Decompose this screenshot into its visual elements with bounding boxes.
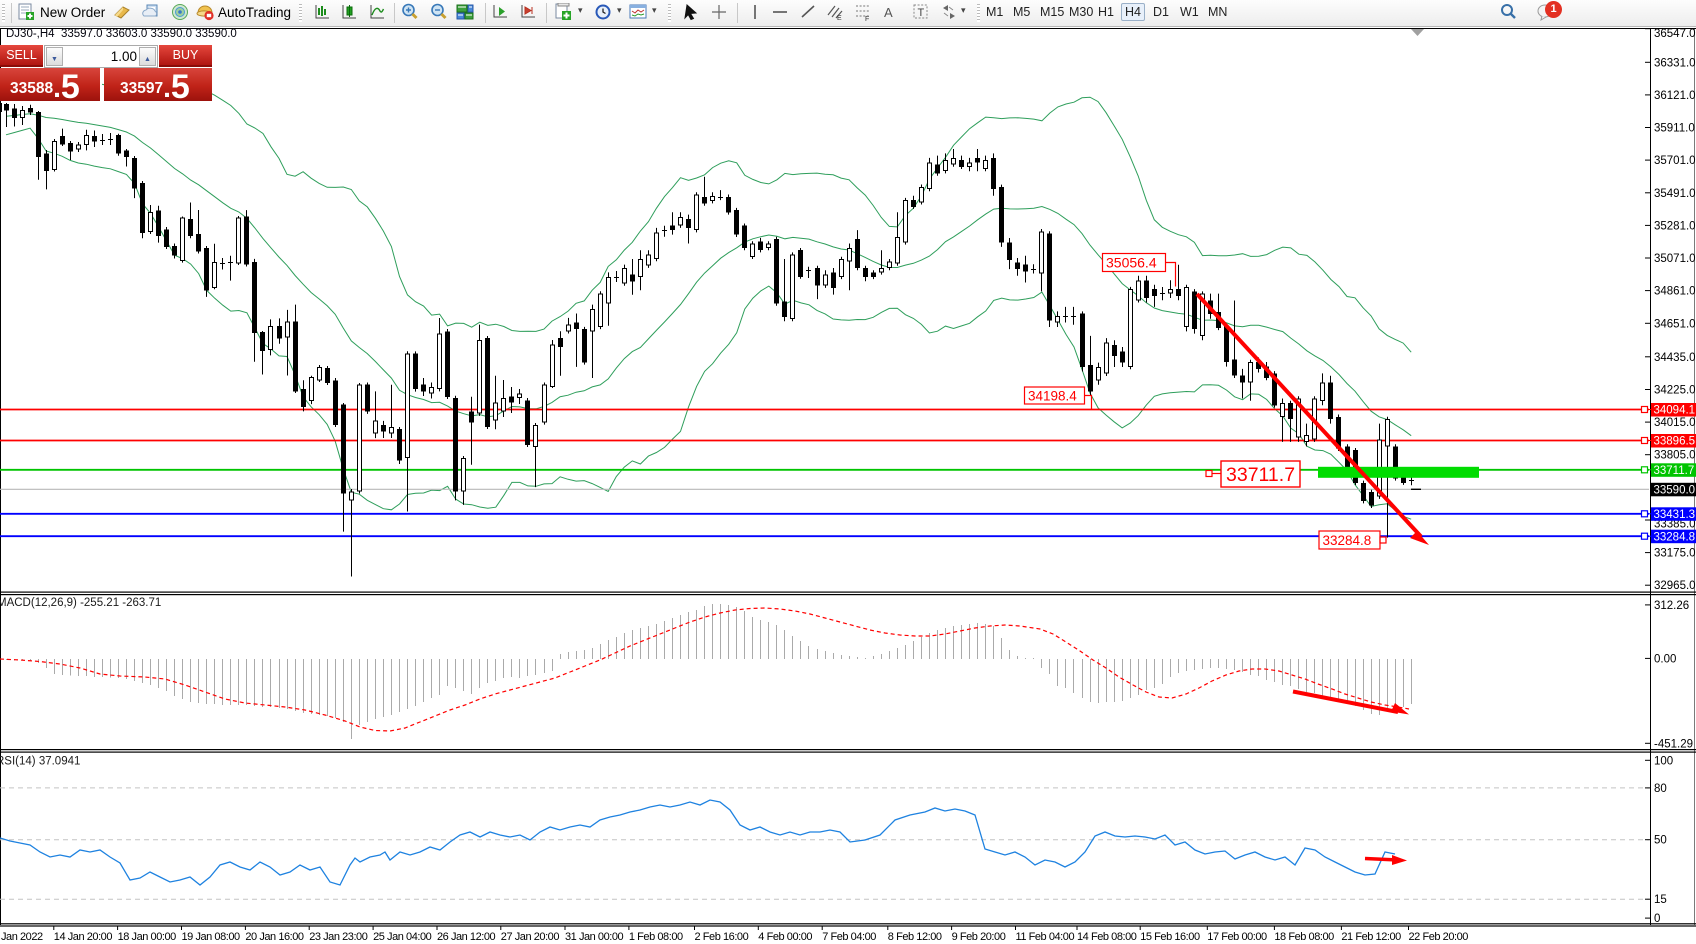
svg-text:35911.0: 35911.0	[1654, 123, 1695, 135]
svg-text:32965.0: 32965.0	[1654, 580, 1696, 592]
svg-text:-451.29: -451.29	[1654, 738, 1693, 750]
svg-text:33590.0: 33590.0	[1654, 485, 1696, 497]
svg-text:33385.0: 33385.0	[1654, 519, 1696, 531]
svg-text:20 Jan 16:00: 20 Jan 16:00	[245, 931, 304, 943]
svg-text:15: 15	[1654, 894, 1667, 906]
svg-text:35701.0: 35701.0	[1654, 155, 1696, 167]
svg-text:18 Jan 00:00: 18 Jan 00:00	[118, 931, 177, 943]
svg-text:33284.8: 33284.8	[1654, 531, 1696, 543]
svg-text:33711.7: 33711.7	[1226, 464, 1295, 486]
svg-text:80: 80	[1654, 783, 1667, 795]
svg-text:21 Feb 12:00: 21 Feb 12:00	[1341, 931, 1401, 943]
svg-text:312.26: 312.26	[1654, 600, 1689, 612]
svg-text:2 Feb 16:00: 2 Feb 16:00	[695, 931, 749, 943]
svg-text:E: E	[837, 15, 842, 22]
svg-text:15 Feb 16:00: 15 Feb 16:00	[1140, 931, 1200, 943]
svg-text:T: T	[918, 7, 925, 19]
svg-text:36547.0: 36547.0	[1654, 28, 1696, 40]
svg-text:100: 100	[1654, 755, 1673, 767]
svg-text:25 Jan 04:00: 25 Jan 04:00	[373, 931, 432, 943]
svg-text:35281.0: 35281.0	[1654, 220, 1696, 232]
svg-text:26 Jan 12:00: 26 Jan 12:00	[437, 931, 496, 943]
svg-text:36331.0: 36331.0	[1654, 57, 1696, 69]
svg-text:34225.0: 34225.0	[1654, 385, 1696, 397]
svg-text:34861.0: 34861.0	[1654, 286, 1696, 298]
svg-text:19 Jan 08:00: 19 Jan 08:00	[182, 931, 241, 943]
svg-text:34651.0: 34651.0	[1654, 318, 1696, 330]
svg-text:7 Feb 04:00: 7 Feb 04:00	[822, 931, 876, 943]
svg-text:9 Feb 20:00: 9 Feb 20:00	[952, 931, 1006, 943]
svg-text:23 Jan 23:00: 23 Jan 23:00	[309, 931, 368, 943]
svg-text:18 Feb 08:00: 18 Feb 08:00	[1274, 931, 1334, 943]
svg-text:33431.3: 33431.3	[1654, 509, 1696, 521]
svg-text:33175.0: 33175.0	[1654, 548, 1696, 560]
svg-text:35071.0: 35071.0	[1654, 253, 1696, 265]
svg-text:35056.4: 35056.4	[1106, 255, 1157, 271]
svg-text:8 Feb 12:00: 8 Feb 12:00	[888, 931, 942, 943]
svg-text:34015.0: 34015.0	[1654, 417, 1696, 429]
svg-text:RSI(14) 37.0941: RSI(14) 37.0941	[0, 756, 80, 768]
svg-text:F: F	[865, 16, 869, 22]
svg-text:14 Feb 08:00: 14 Feb 08:00	[1077, 931, 1137, 943]
svg-text:34094.1: 34094.1	[1654, 405, 1696, 417]
svg-text:33896.5: 33896.5	[1654, 436, 1696, 448]
svg-text:33284.8: 33284.8	[1323, 533, 1372, 548]
svg-text:0.00: 0.00	[1654, 653, 1676, 665]
svg-text:27 Jan 20:00: 27 Jan 20:00	[501, 931, 560, 943]
svg-text:34198.4: 34198.4	[1028, 389, 1077, 404]
svg-text:Jan 2022: Jan 2022	[1, 931, 43, 943]
svg-text:0: 0	[1654, 913, 1660, 925]
svg-text:50: 50	[1654, 835, 1667, 847]
svg-text:1 Feb 08:00: 1 Feb 08:00	[629, 931, 683, 943]
svg-text:34435.0: 34435.0	[1654, 352, 1696, 364]
svg-text:17 Feb 00:00: 17 Feb 00:00	[1207, 931, 1267, 943]
svg-text:MACD(12,26,9) -255.21 -263.71: MACD(12,26,9) -255.21 -263.71	[0, 597, 161, 609]
svg-text:22 Feb 20:00: 22 Feb 20:00	[1409, 931, 1469, 943]
svg-text:35491.0: 35491.0	[1654, 188, 1696, 200]
svg-text:4 Feb 00:00: 4 Feb 00:00	[758, 931, 812, 943]
svg-text:36121.0: 36121.0	[1654, 90, 1696, 102]
svg-text:31 Jan 00:00: 31 Jan 00:00	[565, 931, 624, 943]
svg-text:33711.7: 33711.7	[1654, 465, 1695, 477]
svg-text:DJ30-,H4 33597.0 33603.0 3359: DJ30-,H4 33597.0 33603.0 33590.0 33590.0	[6, 28, 237, 40]
svg-text:33805.0: 33805.0	[1654, 450, 1696, 462]
svg-text:14 Jan 20:00: 14 Jan 20:00	[54, 931, 113, 943]
svg-text:11 Feb 04:00: 11 Feb 04:00	[1016, 931, 1075, 943]
